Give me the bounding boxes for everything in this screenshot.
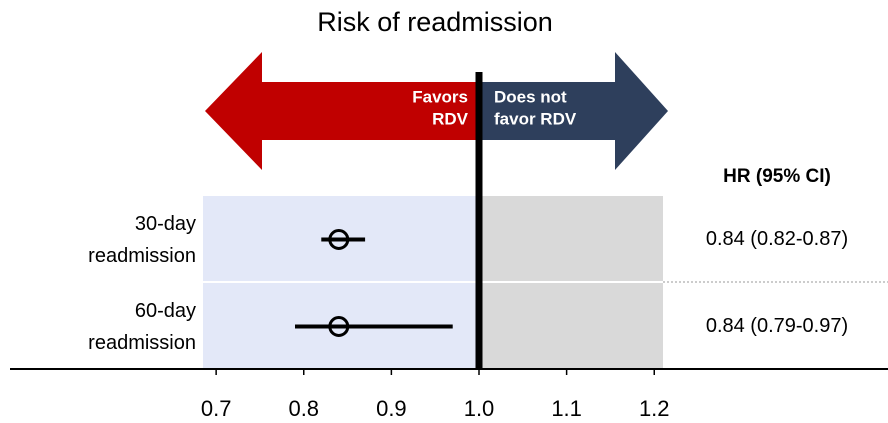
x-tick-label: 1.1: [551, 396, 582, 421]
right-arrow-label: favor RDV: [494, 109, 577, 128]
point-estimate: [328, 229, 350, 250]
x-tick-label: 0.8: [288, 396, 319, 421]
x-tick-label: 1.2: [639, 396, 670, 421]
x-tick-label: 1.0: [464, 396, 495, 421]
point-estimate: [328, 316, 350, 337]
row-label: readmission: [88, 245, 196, 267]
row-label: 30-day: [135, 213, 196, 235]
row-label: 60-day: [135, 300, 196, 322]
left-arrow: [205, 52, 479, 170]
row-label: readmission: [88, 332, 196, 354]
left-arrow-label: Favors: [412, 87, 468, 106]
value-label: 0.84 (0.79-0.97): [706, 315, 848, 337]
right-arrow-label: Does not: [494, 87, 567, 106]
x-tick-label: 0.7: [201, 396, 232, 421]
right-arrow: [479, 52, 668, 170]
chart-title: Risk of readmission: [317, 7, 553, 37]
x-tick-label: 0.9: [376, 396, 407, 421]
left-arrow-label: RDV: [432, 109, 469, 128]
value-label: 0.84 (0.82-0.87): [706, 228, 848, 250]
column-header: HR (95% CI): [723, 166, 831, 187]
